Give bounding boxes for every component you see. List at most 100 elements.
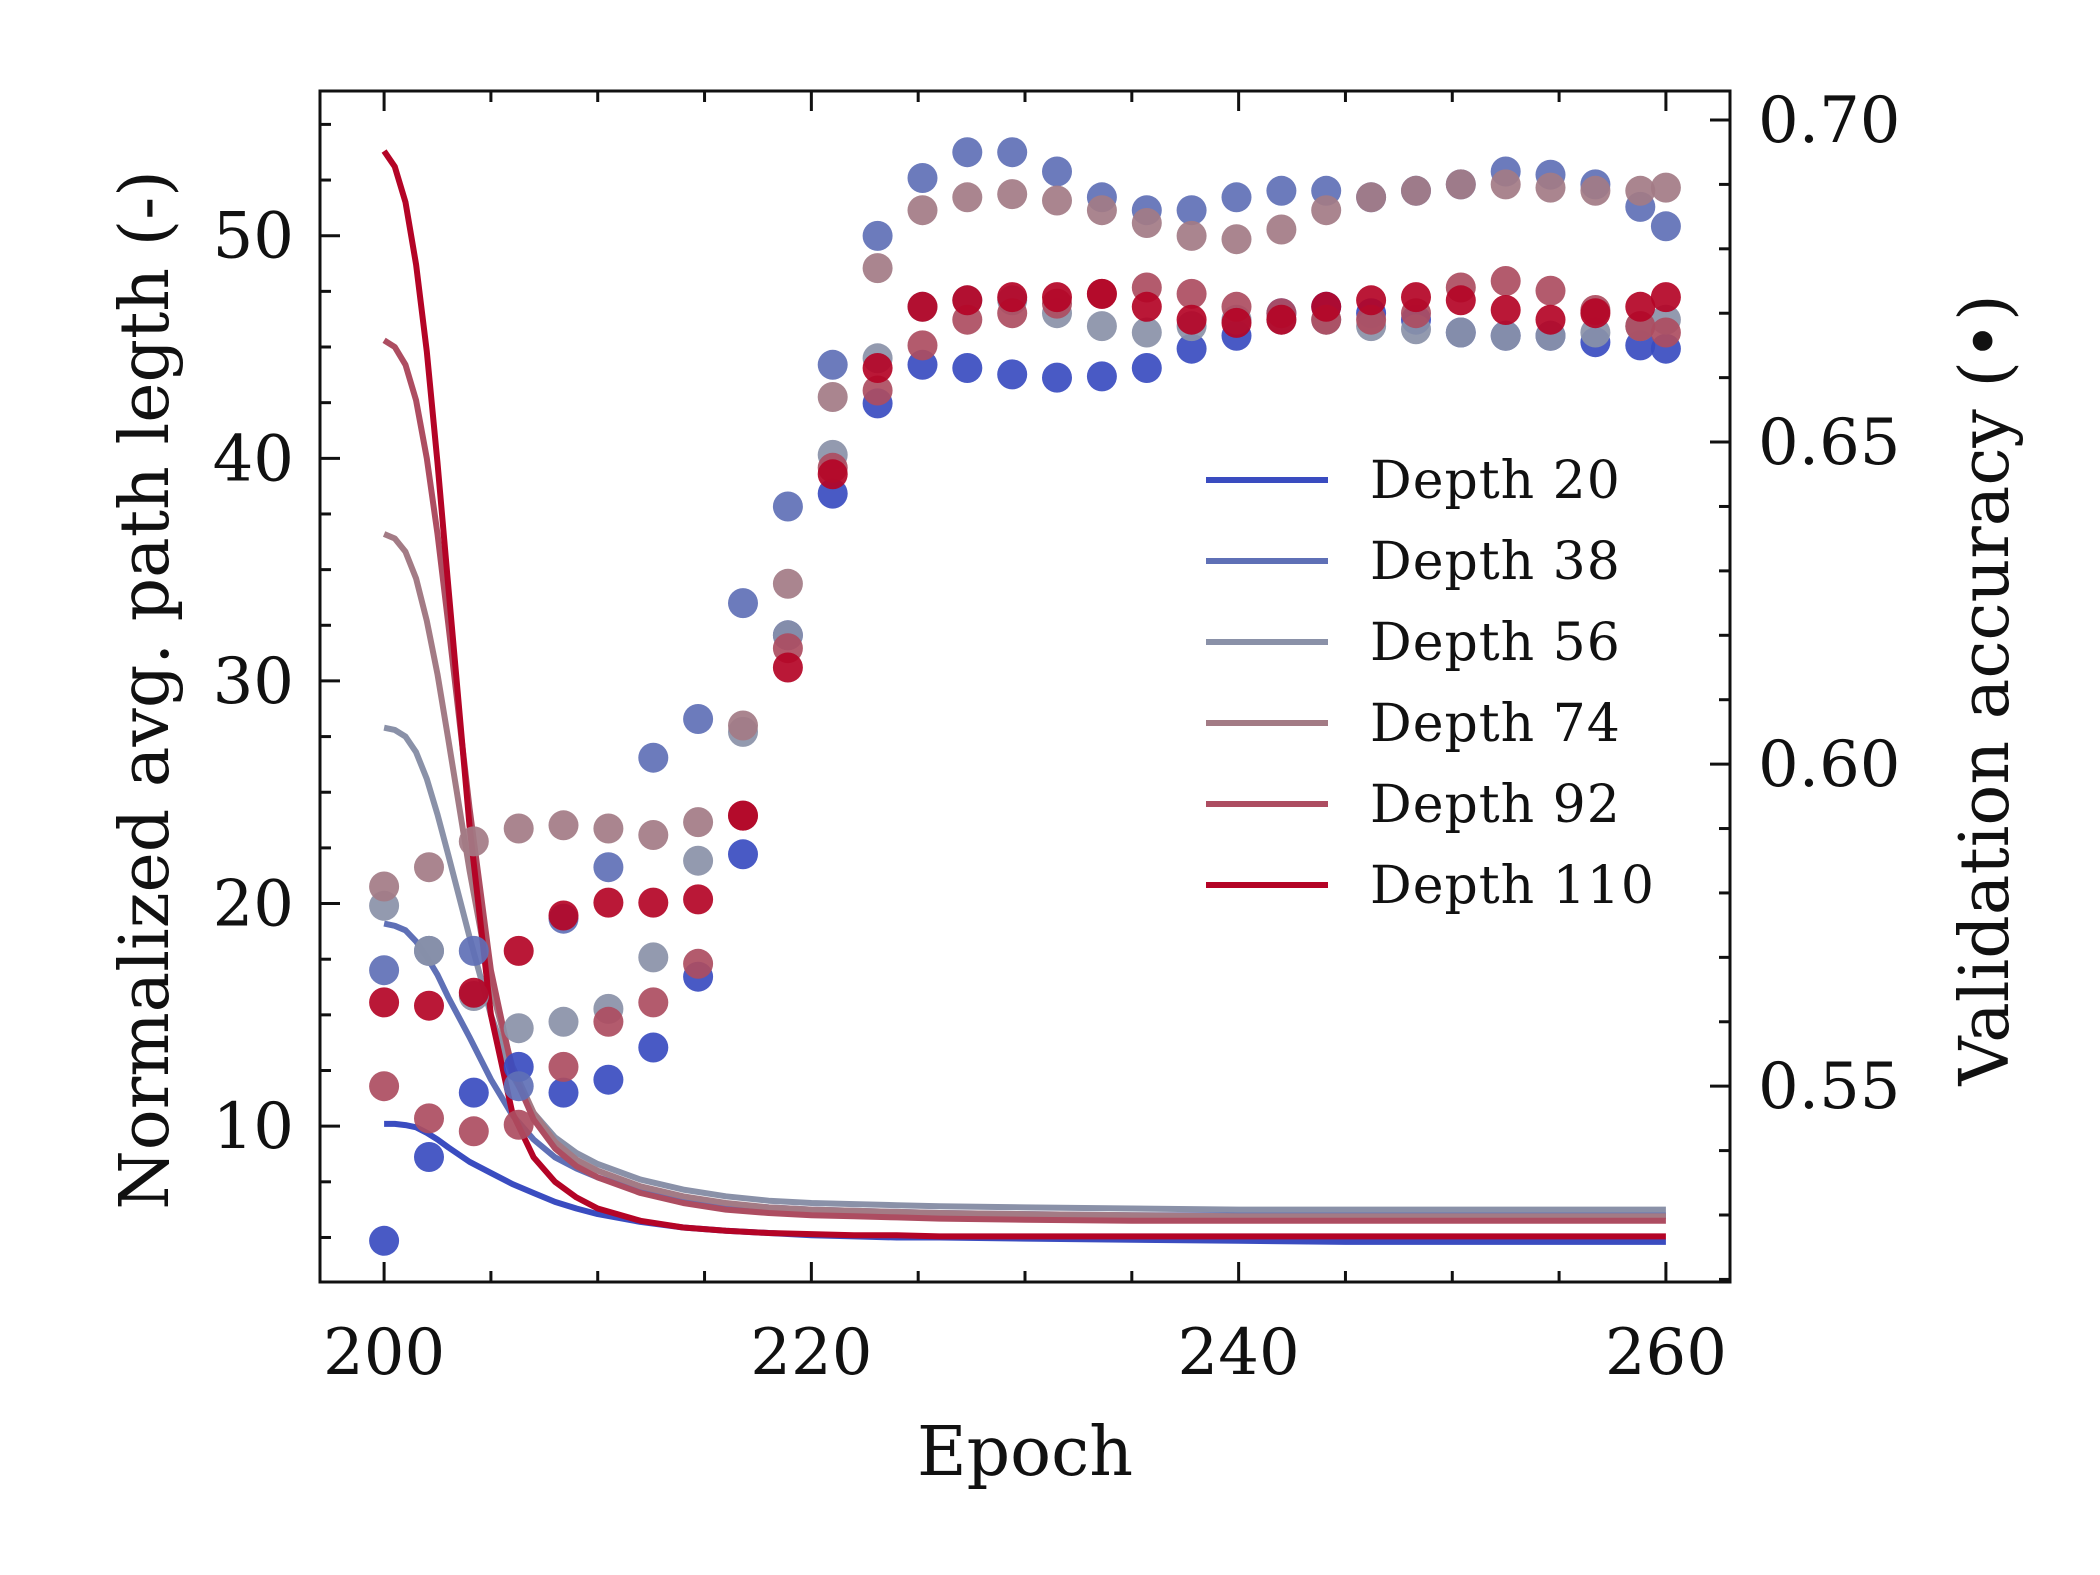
accuracy-point-depth-74 <box>907 195 938 226</box>
left-tick-label: 40 <box>213 422 294 496</box>
accuracy-point-depth-56 <box>1490 320 1521 351</box>
axis-ticks <box>320 91 1730 1282</box>
accuracy-point-depth-92 <box>548 1051 579 1082</box>
accuracy-point-depth-20 <box>638 1032 669 1063</box>
left-axis-title: Normalized avg. path legth (-) <box>106 170 185 1210</box>
accuracy-point-depth-92 <box>1176 278 1207 309</box>
accuracy-point-depth-74 <box>772 568 803 599</box>
accuracy-point-depth-110 <box>1625 291 1656 322</box>
legend-label: Depth 92 <box>1370 775 1621 835</box>
accuracy-point-depth-110 <box>414 990 444 1021</box>
path-length-lines <box>381 149 1666 1245</box>
accuracy-point-depth-92 <box>683 948 714 979</box>
plot-frame <box>318 89 1732 1284</box>
accuracy-point-depth-74 <box>1445 169 1476 200</box>
accuracy-point-depth-110 <box>1311 291 1342 322</box>
accuracy-point-depth-74 <box>1266 214 1297 245</box>
legend-label: Depth 74 <box>1370 694 1621 754</box>
accuracy-point-depth-110 <box>503 935 534 966</box>
accuracy-point-depth-110 <box>369 987 400 1018</box>
accuracy-point-depth-74 <box>503 813 534 844</box>
left-tick-label: 50 <box>213 200 294 274</box>
accuracy-point-depth-110 <box>1221 307 1252 338</box>
accuracy-point-depth-74 <box>1176 220 1207 251</box>
accuracy-point-depth-38 <box>683 704 714 734</box>
accuracy-point-depth-110 <box>1131 291 1162 322</box>
accuracy-point-depth-110 <box>548 900 579 931</box>
accuracy-point-depth-110 <box>772 652 803 683</box>
accuracy-point-depth-74 <box>638 820 669 850</box>
accuracy-point-depth-110 <box>683 884 714 915</box>
line-depth-74 <box>382 531 1666 1220</box>
accuracy-point-depth-20 <box>548 1077 579 1108</box>
accuracy-point-depth-74 <box>1042 185 1072 216</box>
accuracy-point-depth-110 <box>593 887 624 918</box>
accuracy-point-depth-110 <box>1086 278 1117 309</box>
left-tick-label: 20 <box>213 868 294 942</box>
accuracy-point-depth-38 <box>1650 211 1681 242</box>
accuracy-point-depth-20 <box>1042 362 1072 393</box>
accuracy-point-depth-38 <box>593 852 624 883</box>
accuracy-point-depth-74 <box>997 179 1028 210</box>
accuracy-point-depth-38 <box>952 137 983 168</box>
accuracy-point-depth-110 <box>638 887 669 918</box>
legend-label: Depth 110 <box>1370 856 1655 916</box>
accuracy-point-depth-74 <box>1650 172 1681 203</box>
accuracy-point-depth-56 <box>548 1006 579 1037</box>
legend-label: Depth 38 <box>1370 532 1621 592</box>
x-tick-label: 260 <box>1605 1316 1727 1390</box>
accuracy-point-depth-110 <box>907 291 938 322</box>
accuracy-point-depth-38 <box>907 163 938 193</box>
accuracy-point-depth-38 <box>1266 175 1297 206</box>
tick-labels: 200 220 240 260 10 20 30 40 50 0.55 0.60 0.65 0.70 <box>213 84 1901 1390</box>
right-tick-label: 0.70 <box>1758 84 1901 158</box>
accuracy-point-depth-38 <box>458 935 489 966</box>
legend-label: Depth 56 <box>1370 613 1621 673</box>
accuracy-point-depth-20 <box>593 1064 624 1095</box>
x-tick-label: 240 <box>1178 1316 1300 1390</box>
accuracy-point-depth-38 <box>503 1071 534 1102</box>
accuracy-point-depth-20 <box>1086 361 1117 392</box>
accuracy-point-depth-74 <box>458 826 489 857</box>
accuracy-point-depth-110 <box>1356 285 1387 316</box>
legend-label: Depth 20 <box>1370 451 1621 511</box>
accuracy-point-depth-56 <box>414 935 444 966</box>
accuracy-point-depth-38 <box>638 742 669 773</box>
accuracy-point-depth-92 <box>907 330 938 361</box>
accuracy-point-depth-92 <box>458 1116 489 1147</box>
accuracy-point-depth-38 <box>997 137 1028 168</box>
accuracy-point-depth-74 <box>862 253 893 284</box>
accuracy-point-depth-110 <box>997 282 1028 313</box>
accuracy-point-depth-20 <box>414 1142 444 1172</box>
accuracy-point-depth-110 <box>1445 285 1476 316</box>
left-tick-label: 10 <box>213 1090 294 1164</box>
accuracy-point-depth-110 <box>1042 282 1072 313</box>
line-depth-92 <box>382 337 1666 1224</box>
right-axis-title: Validation accuracy (•) <box>1946 294 2025 1086</box>
accuracy-point-depth-38 <box>728 588 758 619</box>
accuracy-point-depth-74 <box>952 182 983 213</box>
x-tick-label: 220 <box>750 1316 872 1390</box>
x-axis-title: Epoch <box>917 1413 1133 1492</box>
left-tick-label: 30 <box>213 645 294 719</box>
accuracy-point-depth-92 <box>1490 266 1521 296</box>
line-depth-56 <box>383 724 1666 1213</box>
accuracy-point-depth-20 <box>369 1225 400 1256</box>
accuracy-point-depth-110 <box>1580 298 1611 329</box>
accuracy-point-depth-38 <box>1221 182 1252 213</box>
accuracy-point-depth-92 <box>503 1109 534 1140</box>
right-tick-label: 0.55 <box>1758 1050 1901 1124</box>
accuracy-point-depth-20 <box>1131 353 1162 383</box>
accuracy-point-depth-74 <box>1490 169 1521 200</box>
accuracy-point-depth-20 <box>728 839 758 870</box>
accuracy-point-depth-56 <box>638 942 669 973</box>
accuracy-point-depth-92 <box>369 1071 400 1102</box>
accuracy-point-depth-92 <box>1650 317 1681 348</box>
accuracy-point-depth-92 <box>638 987 669 1018</box>
accuracy-point-depth-74 <box>414 852 444 883</box>
accuracy-point-depth-38 <box>369 955 400 986</box>
accuracy-point-depth-74 <box>1535 172 1566 203</box>
accuracy-point-depth-20 <box>458 1077 489 1108</box>
